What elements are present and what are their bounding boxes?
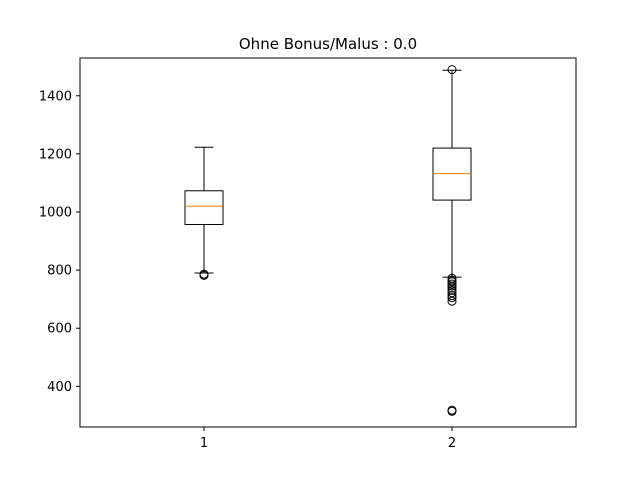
axes-frame [79,57,577,428]
y-tick-label: 1400 [39,89,72,104]
outlier-point [447,277,457,287]
y-tick-label: 600 [47,322,72,337]
box-iqr [184,190,224,225]
x-tick-label: 1 [200,436,208,451]
outlier-point [447,285,457,295]
outlier-point [447,406,457,416]
y-tick-label: 1200 [39,147,72,162]
outlier-point [447,293,457,303]
box-2 [432,65,472,416]
chart-title: Ohne Bonus/Malus : 0.0 [239,35,417,53]
outlier-point [447,65,457,75]
outlier-point [199,269,209,279]
outlier-point [447,296,457,306]
x-tick-label: 2 [448,436,456,451]
y-tick-label: 400 [47,380,72,395]
y-tick-label: 800 [47,264,72,279]
y-tick-label: 1000 [39,205,72,220]
box-1 [184,146,224,280]
plot-area: 400 600 800 1000 1200 1400 1 2 [39,65,472,451]
